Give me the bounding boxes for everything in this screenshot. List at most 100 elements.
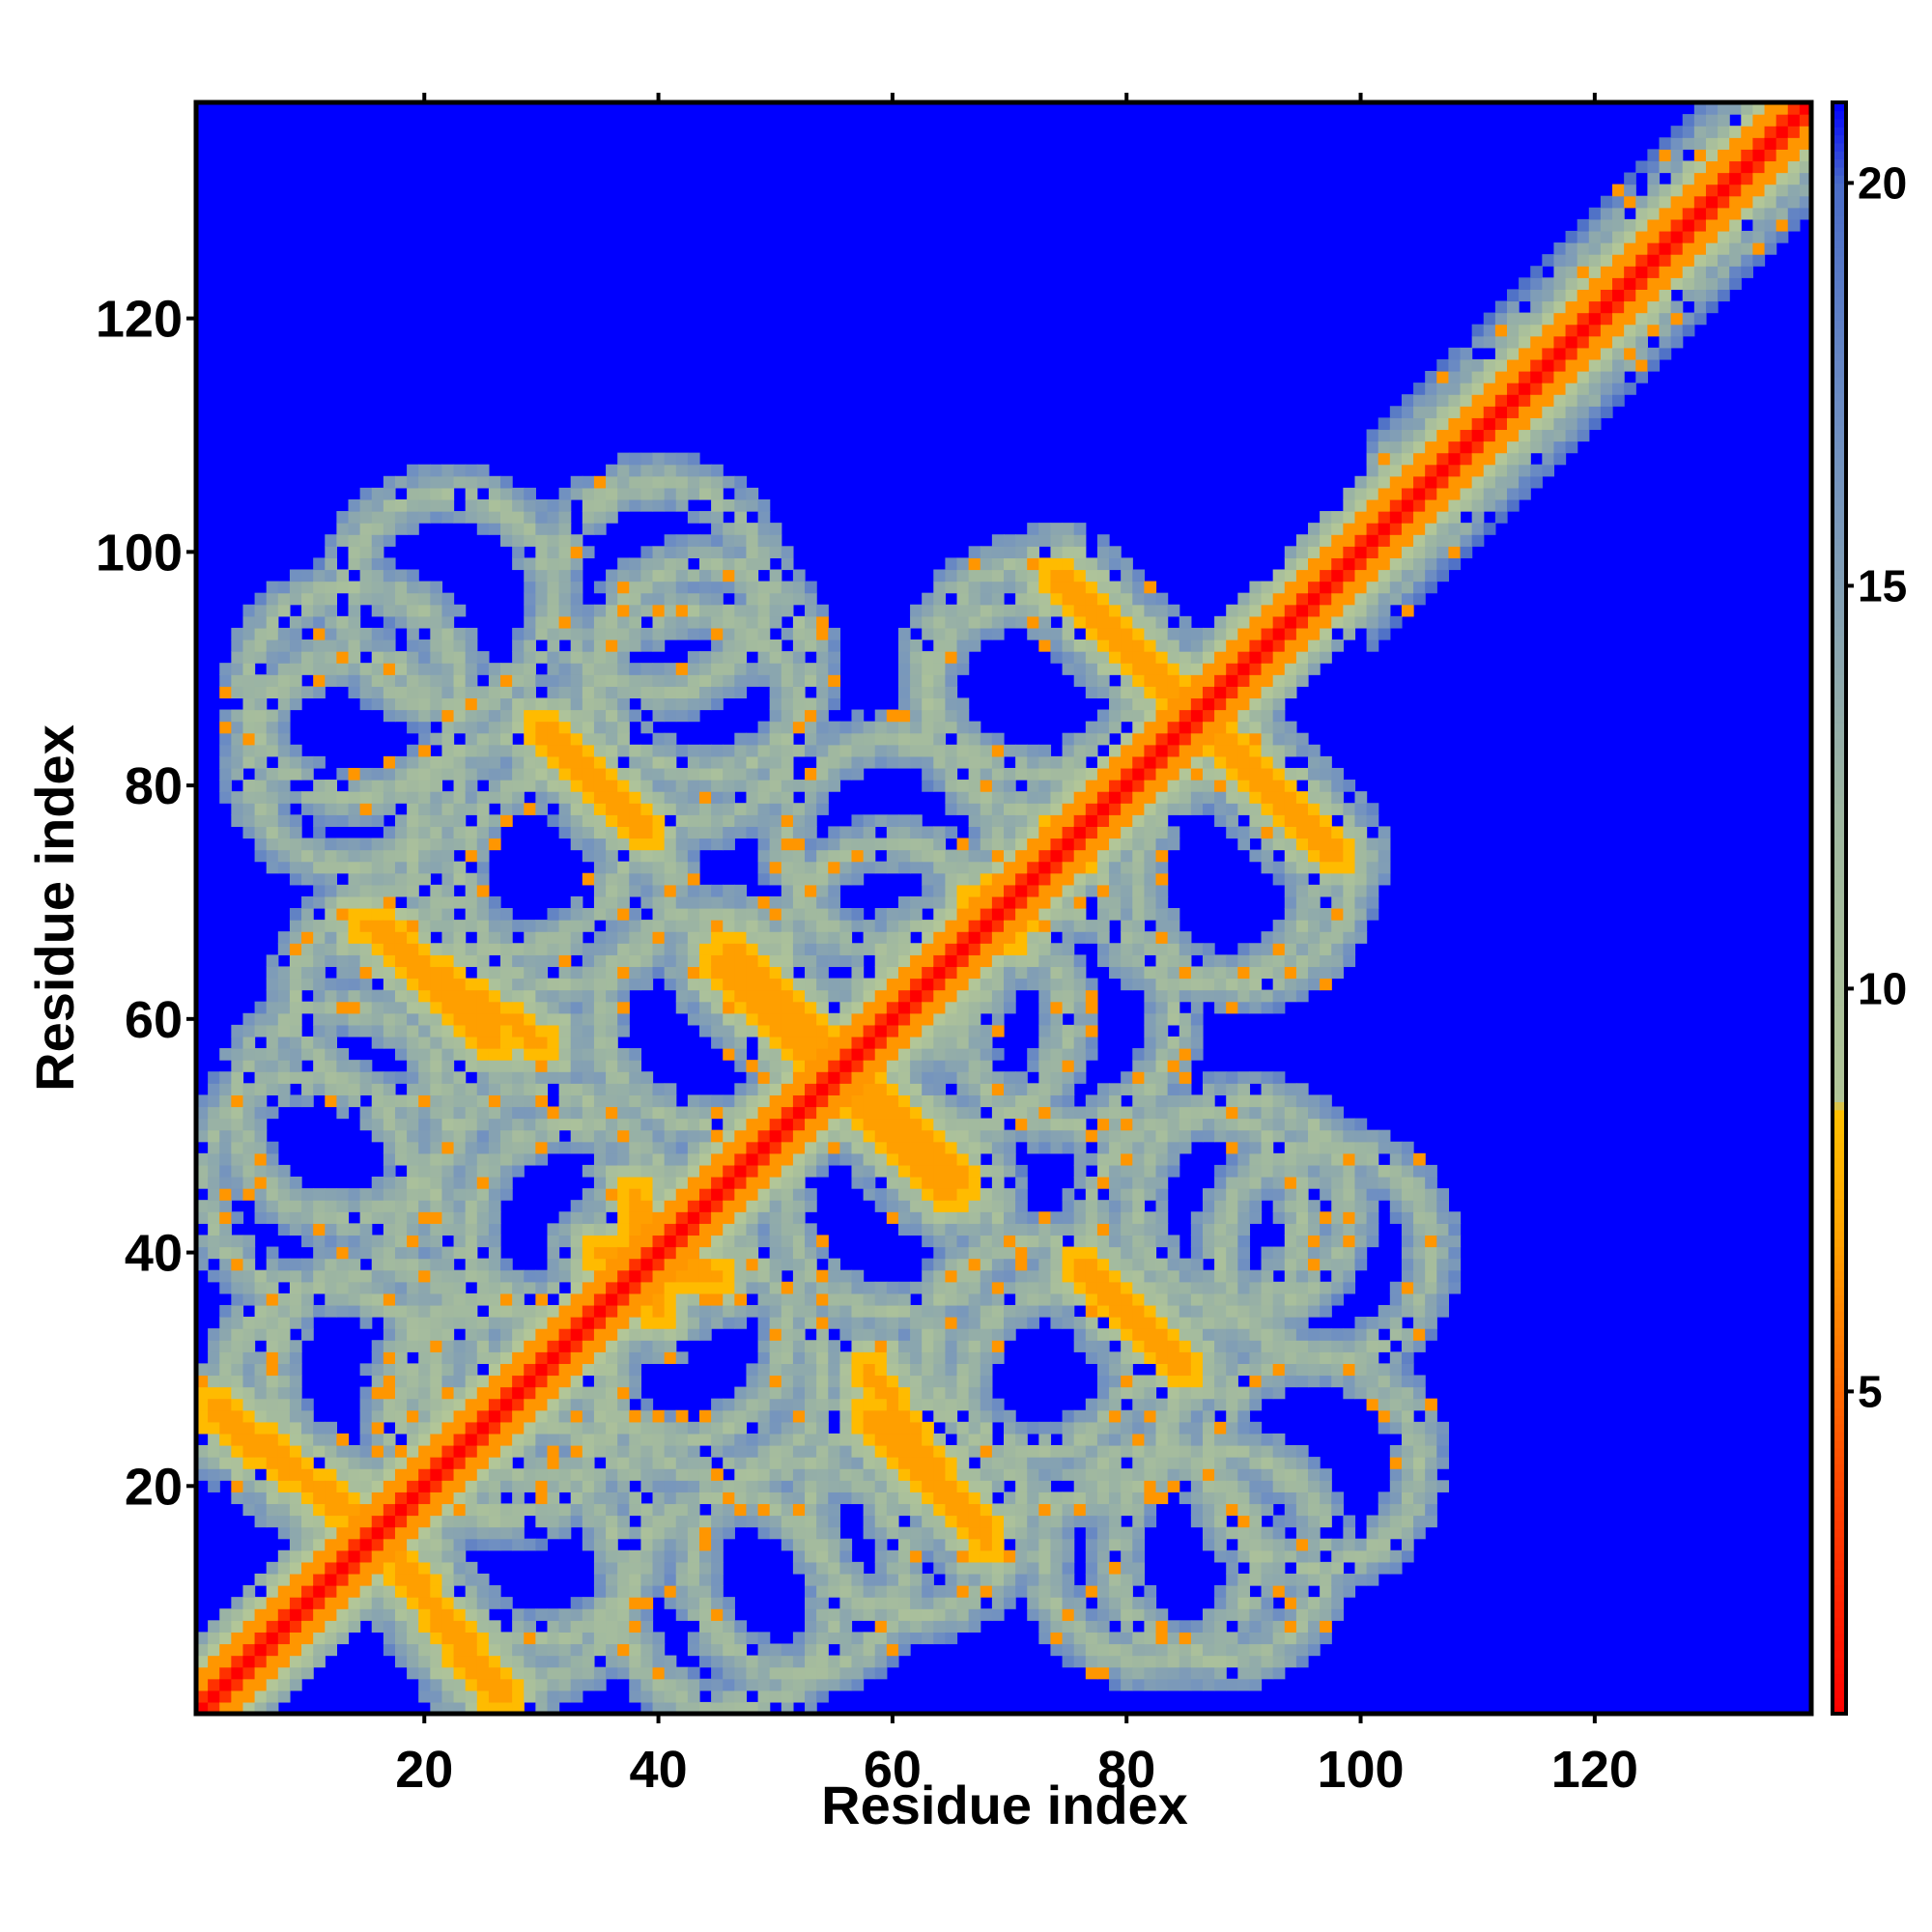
heatmap-cell: [219, 1655, 232, 1668]
heatmap-cell: [746, 1118, 759, 1131]
heatmap-cell: [792, 639, 806, 652]
heatmap-cell: [430, 1304, 443, 1318]
heatmap-cell: [219, 721, 232, 734]
heatmap-cell: [231, 1164, 244, 1178]
heatmap-cell: [606, 884, 618, 897]
heatmap-cell: [629, 1106, 642, 1120]
heatmap-cell: [524, 1398, 536, 1411]
heatmap-cell: [277, 1258, 291, 1271]
heatmap-cell: [277, 639, 291, 652]
heatmap-cell: [359, 511, 373, 524]
heatmap-cell: [407, 780, 419, 792]
heatmap-cell: [219, 1223, 232, 1236]
heatmap-cell: [558, 604, 572, 617]
heatmap-cell: [617, 604, 630, 617]
heatmap-cell: [441, 1457, 455, 1469]
heatmap-cell: [313, 1492, 326, 1505]
heatmap-cell: [325, 1561, 337, 1575]
heatmap-cell: [547, 767, 560, 781]
heatmap-cell: [582, 872, 595, 886]
heatmap-cell: [453, 1304, 467, 1318]
heatmap-cell: [664, 663, 677, 675]
heatmap-cell: [196, 1445, 209, 1458]
heatmap-cell: [606, 791, 618, 804]
heatmap-cell: [664, 498, 677, 512]
heatmap-cell: [593, 1363, 607, 1377]
heatmap-cell: [266, 1398, 279, 1411]
heatmap-cell: [828, 780, 840, 792]
heatmap-cell: [828, 1106, 840, 1120]
heatmap-cell: [476, 1036, 490, 1049]
heatmap-cell: [687, 803, 700, 815]
heatmap-cell: [266, 1503, 279, 1517]
heatmap-cell: [558, 1678, 572, 1691]
heatmap-cell: [348, 663, 361, 675]
heatmap-cell: [313, 1246, 326, 1260]
heatmap-cell: [886, 755, 899, 769]
heatmap-cell: [394, 1211, 408, 1224]
heatmap-cell: [570, 1386, 583, 1400]
heatmap-cell: [512, 1024, 525, 1037]
heatmap-cell: [769, 592, 782, 606]
heatmap-cell: [746, 1468, 759, 1481]
heatmap-cell: [500, 1269, 513, 1283]
heatmap-cell: [593, 1492, 607, 1505]
heatmap-cell: [922, 1526, 934, 1540]
heatmap-cell: [874, 920, 888, 932]
heatmap-cell: [348, 615, 361, 629]
heatmap-cell: [277, 1164, 291, 1178]
heatmap-cell: [874, 1608, 888, 1621]
heatmap-cell: [301, 1421, 314, 1435]
heatmap-cell: [746, 1515, 759, 1528]
heatmap-cell: [535, 1141, 549, 1154]
heatmap-cell: [723, 1211, 735, 1224]
heatmap-cell: [781, 1246, 794, 1260]
heatmap-cell: [465, 1012, 478, 1026]
heatmap-cell: [325, 651, 337, 664]
heatmap-cell: [863, 1188, 876, 1201]
heatmap-cell: [652, 1666, 666, 1680]
heatmap-cell: [313, 1200, 326, 1212]
heatmap-cell: [617, 1526, 630, 1540]
heatmap-cell: [781, 1060, 794, 1072]
heatmap-cell: [313, 1060, 326, 1072]
heatmap-cell: [465, 978, 478, 991]
heatmap-cell: [746, 1071, 759, 1084]
heatmap-cell: [675, 1678, 689, 1691]
heatmap-cell: [805, 1421, 817, 1435]
heatmap-cell: [570, 838, 583, 851]
heatmap-cell: [208, 1398, 220, 1411]
heatmap-cell: [301, 1235, 314, 1248]
heatmap-cell: [698, 1223, 712, 1236]
heatmap-cell: [313, 1258, 326, 1271]
heatmap-cell: [512, 1620, 525, 1633]
heatmap-cell: [816, 1538, 829, 1551]
heatmap-cell: [453, 1549, 467, 1563]
heatmap-cell: [359, 1060, 373, 1072]
heatmap-cell: [629, 709, 642, 723]
heatmap-cell: [465, 1211, 478, 1224]
heatmap-cell: [711, 1177, 724, 1189]
heatmap-cell: [453, 1141, 467, 1154]
heatmap-cell: [535, 1024, 549, 1037]
heatmap-cell: [558, 1515, 572, 1528]
heatmap-cell: [208, 1106, 220, 1120]
heatmap-cell: [652, 1304, 666, 1318]
heatmap-cell: [313, 814, 326, 827]
heatmap-cell: [383, 1433, 396, 1446]
heatmap-cell: [769, 767, 782, 781]
heatmap-cell: [524, 1480, 536, 1492]
heatmap-cell: [407, 615, 419, 629]
heatmap-cell: [723, 498, 735, 512]
heatmap-cell: [851, 1083, 865, 1095]
heatmap-cell: [313, 1188, 326, 1201]
heatmap-cell: [675, 884, 689, 897]
heatmap-cell: [313, 1503, 326, 1517]
heatmap-cell: [453, 1701, 467, 1715]
heatmap-cell: [640, 1164, 654, 1178]
heatmap-cell: [629, 1526, 642, 1540]
heatmap-cell: [863, 826, 876, 839]
heatmap-cell: [769, 1106, 782, 1120]
heatmap-cell: [348, 1060, 361, 1072]
heatmap-cell: [359, 1433, 373, 1446]
